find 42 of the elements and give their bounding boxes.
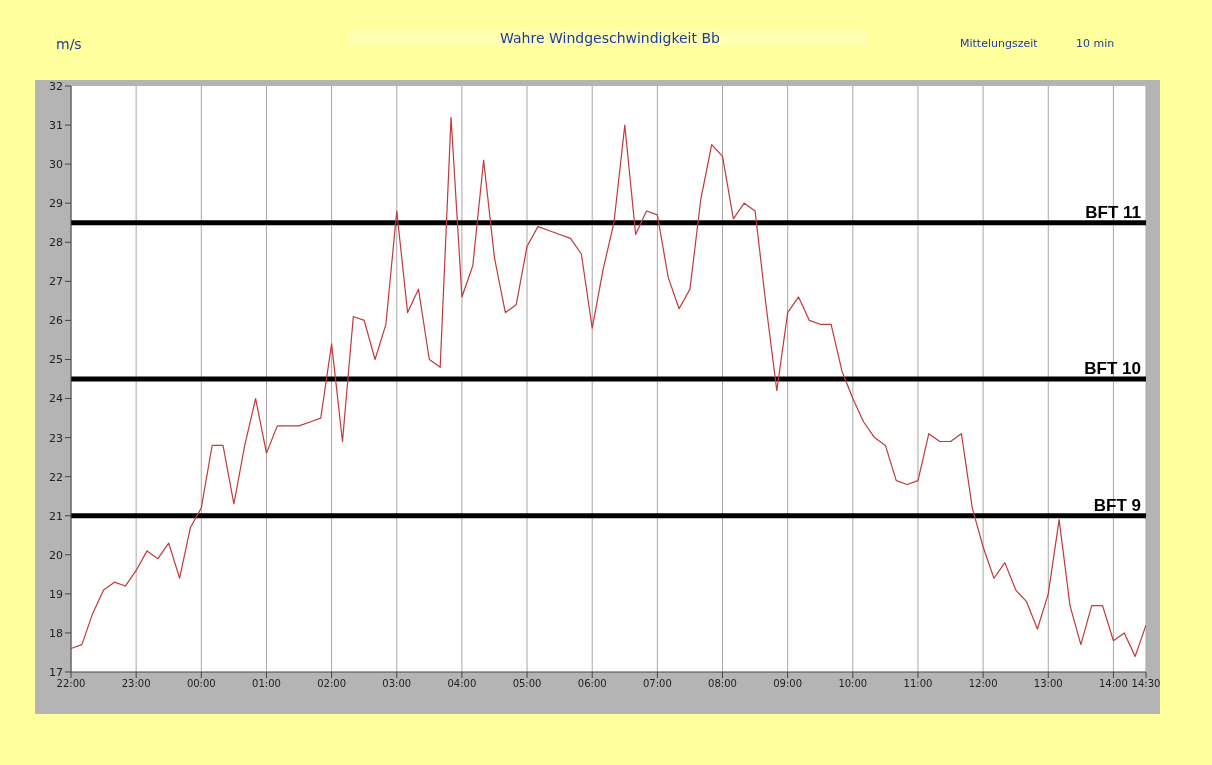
x-tick-label: 23:00 [121, 678, 151, 690]
text: Mittelungszeit [960, 37, 1038, 50]
line-series [71, 116, 1146, 657]
y-tick-label: 30 [49, 158, 63, 172]
x-tick-label: 04:00 [447, 678, 477, 690]
y-tick-label: 28 [49, 236, 63, 250]
y-axis-title: m/s [56, 36, 82, 52]
x-tick-label: 14:30 [1131, 678, 1161, 690]
x-tick-label: 03:00 [382, 678, 412, 690]
x-tick-label: 00:00 [186, 678, 216, 690]
text: 10 min [1076, 37, 1115, 50]
y-tick-label: 18 [49, 626, 63, 640]
y-tick-label: 32 [49, 79, 63, 93]
y-tick-label: 17 [49, 665, 63, 679]
y-tick-label: 24 [49, 392, 63, 406]
y-tick-label: 19 [49, 587, 63, 601]
ref-line-label: BFT 10 [1084, 359, 1141, 378]
ref-line-label: BFT 9 [1093, 495, 1141, 515]
x-tick-label: 01:00 [252, 678, 281, 690]
y-tick-label: 21 [49, 509, 63, 523]
x-tick-label: 12:00 [968, 678, 998, 690]
y-tick-label: 22 [49, 470, 63, 484]
y-tick-label: 29 [49, 197, 63, 211]
y-tick-label: 23 [49, 431, 63, 445]
x-tick-label: 06:00 [577, 678, 607, 690]
y-tick-label: 20 [49, 548, 63, 562]
y-tick-label: 26 [49, 314, 63, 328]
x-tick-label: 05:00 [512, 678, 542, 690]
x-tick-label: 08:00 [708, 678, 737, 690]
x-tick-label: 10:00 [838, 678, 868, 690]
x-tick-label: 07:00 [642, 678, 672, 690]
x-tick-label: 09:00 [773, 678, 803, 690]
x-tick-label: 02:00 [317, 678, 347, 690]
y-tick-label: 31 [49, 118, 63, 132]
y-tick-label: 25 [49, 353, 63, 367]
x-tick-label: 11:00 [903, 678, 933, 690]
x-tick-label: 14:00 [1099, 678, 1128, 690]
x-tick-label: 13:00 [1033, 678, 1063, 690]
x-tick-label: 22:00 [56, 678, 86, 690]
ref-line-label: BFT 11 [1085, 202, 1141, 222]
chart-title: Wahre Windgeschwindigkeit Bb [350, 30, 870, 46]
y-tick-label: 27 [49, 275, 63, 289]
